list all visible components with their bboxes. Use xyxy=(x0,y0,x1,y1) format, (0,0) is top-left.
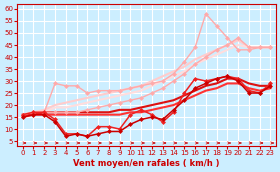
X-axis label: Vent moyen/en rafales ( km/h ): Vent moyen/en rafales ( km/h ) xyxy=(73,159,220,168)
